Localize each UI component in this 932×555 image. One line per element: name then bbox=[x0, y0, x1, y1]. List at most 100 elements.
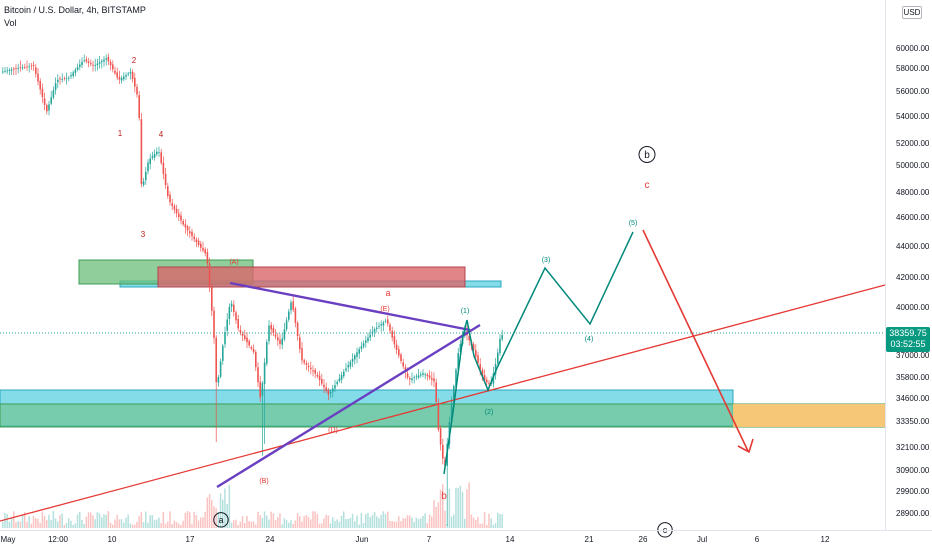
candle-body bbox=[422, 373, 424, 375]
candle-body bbox=[37, 73, 39, 82]
volume-bar bbox=[114, 519, 116, 528]
volume-bar bbox=[252, 521, 255, 528]
volume-bar bbox=[46, 519, 48, 528]
volume-bar bbox=[345, 519, 347, 528]
candle-body bbox=[26, 66, 28, 68]
volume-bar bbox=[470, 514, 473, 528]
volume-layer bbox=[2, 482, 503, 528]
volume-bar bbox=[171, 524, 173, 528]
volume-bar bbox=[107, 511, 110, 528]
currency-badge[interactable]: USD bbox=[902, 6, 922, 19]
wave-label: a bbox=[218, 515, 223, 525]
volume-bar bbox=[94, 519, 96, 528]
volume-bar bbox=[378, 518, 380, 528]
candle-body bbox=[208, 263, 211, 288]
candle-body bbox=[382, 322, 385, 326]
volume-bar bbox=[116, 514, 118, 528]
volume-bar bbox=[279, 513, 281, 528]
volume-bar bbox=[437, 502, 440, 528]
wave-label: b bbox=[644, 150, 650, 161]
candle-body bbox=[217, 377, 220, 383]
price-tick-label: 37000.00 bbox=[896, 351, 930, 360]
candle-body bbox=[292, 301, 294, 310]
volume-bar bbox=[327, 515, 330, 528]
candle-body bbox=[94, 65, 96, 66]
volume-bar bbox=[314, 511, 316, 528]
volume-bar bbox=[74, 523, 77, 528]
price-tick-label: 34600.00 bbox=[896, 394, 930, 403]
volume-bar bbox=[167, 521, 169, 528]
volume-bar bbox=[354, 521, 356, 528]
volume-bar bbox=[52, 511, 55, 528]
volume-bar bbox=[142, 522, 145, 528]
volume-bar bbox=[162, 512, 165, 528]
candle-body bbox=[96, 63, 99, 66]
candle-body bbox=[90, 63, 92, 65]
volume-bar bbox=[459, 485, 462, 528]
volume-bar bbox=[257, 511, 259, 528]
volume-bar bbox=[169, 511, 171, 528]
volume-bar bbox=[15, 522, 17, 528]
volume-bar bbox=[477, 516, 479, 528]
volume-bar bbox=[41, 511, 44, 528]
candle-body bbox=[488, 382, 490, 384]
candle-body bbox=[204, 249, 206, 254]
candle-body bbox=[314, 369, 316, 374]
indicator-title[interactable]: Vol bbox=[4, 18, 17, 28]
volume-bar bbox=[149, 515, 151, 528]
volume-bar bbox=[197, 520, 200, 528]
volume-bar bbox=[373, 512, 376, 528]
candle-body bbox=[83, 60, 85, 62]
candle-body bbox=[424, 374, 426, 376]
volume-bar bbox=[358, 524, 360, 528]
volume-bar bbox=[215, 508, 217, 528]
volume-bar bbox=[325, 514, 327, 528]
candle-body bbox=[32, 64, 35, 66]
volume-bar bbox=[420, 518, 422, 528]
volume-bar bbox=[272, 513, 275, 528]
candle-body bbox=[312, 370, 314, 372]
volume-bar bbox=[125, 517, 127, 528]
candle-body bbox=[8, 70, 11, 72]
long-trendline bbox=[0, 284, 886, 522]
candle-body bbox=[274, 334, 277, 337]
volume-bar bbox=[457, 487, 459, 528]
volume-bar bbox=[283, 518, 286, 528]
time-tick-label: 6 bbox=[755, 535, 760, 544]
candle-body bbox=[43, 98, 46, 105]
volume-bar bbox=[446, 523, 448, 528]
candle-body bbox=[230, 303, 233, 307]
candle-body bbox=[109, 61, 112, 66]
candle-body bbox=[369, 334, 371, 338]
volume-bar bbox=[387, 511, 389, 528]
candle-body bbox=[87, 61, 90, 63]
volume-bar bbox=[224, 488, 226, 528]
resistance-zone-red bbox=[157, 266, 466, 288]
candle-body bbox=[356, 352, 358, 357]
volume-bar bbox=[24, 512, 26, 528]
symbol-title[interactable]: Bitcoin / U.S. Dollar, 4h, BITSTAMP bbox=[4, 5, 146, 15]
candle-body bbox=[15, 67, 17, 69]
time-tick-label: 24 bbox=[266, 535, 275, 544]
candle-body bbox=[131, 71, 134, 79]
candle-body bbox=[6, 70, 8, 72]
volume-bar bbox=[340, 515, 343, 528]
candle-body bbox=[413, 377, 415, 379]
volume-bar bbox=[164, 523, 167, 528]
zones-layer bbox=[0, 259, 886, 428]
volume-bar bbox=[217, 512, 220, 528]
candle-body bbox=[417, 375, 420, 378]
volume-bar bbox=[57, 521, 59, 528]
volume-bar bbox=[131, 524, 134, 528]
candle-body bbox=[426, 374, 429, 377]
arrow-head bbox=[737, 438, 754, 454]
volume-bar bbox=[400, 521, 402, 528]
candle-body bbox=[193, 236, 195, 240]
candle-body bbox=[395, 344, 398, 350]
candle-body bbox=[116, 72, 118, 78]
candle-body bbox=[477, 355, 479, 364]
candle-body bbox=[120, 78, 123, 81]
candle-body bbox=[48, 104, 50, 111]
